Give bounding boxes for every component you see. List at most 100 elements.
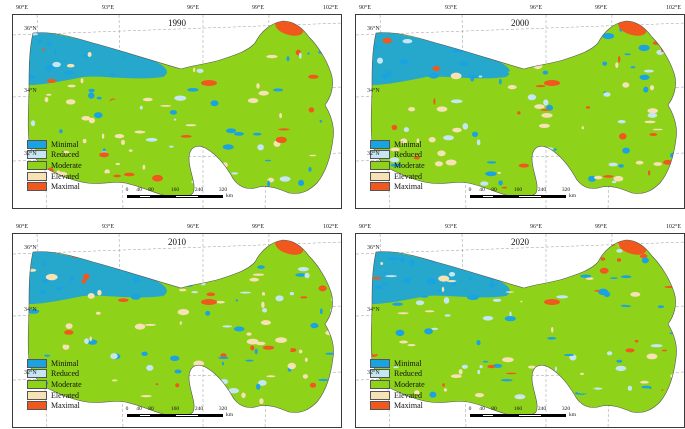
scale-tick-label: 0 [468, 187, 472, 193]
land-patch [602, 33, 615, 40]
land-patch [389, 157, 400, 163]
land-patch [196, 68, 204, 73]
land-patch [213, 162, 217, 170]
land-patch [308, 374, 315, 377]
latitude-tick-label: 32°N [367, 151, 380, 157]
land-patch [97, 289, 102, 296]
land-patch [233, 97, 245, 101]
land-patch [100, 366, 106, 369]
land-patch [637, 331, 649, 335]
land-patch [603, 92, 611, 97]
land-patch [581, 316, 586, 321]
land-patch [289, 377, 297, 384]
legend-label: Maximal [51, 401, 80, 411]
land-patch [113, 174, 121, 178]
scale-unit-label: km [226, 193, 234, 199]
scale-segment [127, 414, 139, 417]
land-patch [67, 84, 76, 88]
land-patch [252, 132, 262, 136]
land-patch [87, 32, 90, 35]
land-patch [319, 140, 328, 147]
land-patch [617, 120, 626, 124]
land-patch [538, 123, 550, 128]
land-patch [299, 111, 311, 118]
land-patch [630, 66, 636, 69]
land-patch [93, 352, 99, 356]
legend-item: Moderate [27, 379, 82, 390]
land-patch [81, 279, 87, 284]
land-patch [83, 53, 88, 58]
land-patch [82, 410, 91, 416]
scale-tick-label: 240 [194, 406, 204, 412]
scale-segment [199, 414, 223, 417]
land-patch [400, 138, 408, 144]
land-patch [501, 139, 505, 145]
land-patch [319, 308, 323, 315]
legend-swatch [27, 369, 47, 379]
land-patch [560, 52, 566, 54]
land-patch [375, 335, 384, 339]
land-patch [616, 189, 623, 194]
scale-segment [482, 195, 494, 198]
legend-item: Minimal [27, 358, 82, 369]
land-patch [169, 145, 174, 148]
latitude-tick-label: 34°N [367, 88, 380, 94]
land-patch [256, 83, 260, 89]
map-panel-2010: 2010 Minimal Reduced Moderate Elevated Maxima… [12, 233, 342, 428]
scale-tick-label: 0 [125, 406, 129, 412]
land-patch [175, 383, 180, 388]
land-patch [664, 400, 675, 405]
land-patch [89, 336, 92, 342]
panel-year-title: 1990 [168, 18, 186, 28]
scale-tick-label: 320 [218, 187, 228, 193]
land-patch [239, 390, 248, 393]
land-patch [476, 340, 481, 346]
latitude-tick-label: 32°N [24, 370, 37, 376]
land-patch [172, 273, 175, 277]
land-patch [555, 366, 557, 372]
land-patch [28, 309, 40, 314]
land-patch [639, 74, 650, 80]
legend-swatch [370, 379, 390, 389]
land-patch [224, 45, 228, 50]
land-patch [318, 50, 324, 54]
land-patch [393, 366, 399, 369]
land-patch [93, 368, 101, 373]
land-patch [259, 295, 268, 299]
land-patch [525, 310, 533, 315]
scale-tick-label: 80 [491, 187, 497, 193]
land-patch [649, 85, 655, 91]
land-patch [616, 249, 623, 253]
legend-label: Reduced [51, 369, 79, 379]
land-patch [472, 131, 478, 138]
land-patch [313, 123, 320, 125]
land-patch [614, 392, 625, 395]
land-patch [139, 105, 143, 110]
legend-label: Moderate [394, 379, 425, 389]
land-patch [588, 175, 596, 182]
scale-segment [175, 195, 199, 198]
legend-label: Elevated [51, 171, 79, 181]
land-patch [444, 340, 453, 343]
land-patch [54, 48, 57, 55]
land-patch [102, 326, 113, 332]
land-patch [112, 37, 118, 41]
land-patch [262, 345, 275, 350]
legend-item: Reduced [27, 150, 82, 161]
land-patch [188, 259, 192, 262]
land-patch [185, 170, 191, 176]
land-patch [134, 323, 146, 330]
land-patch [499, 185, 502, 188]
land-patch [279, 112, 282, 119]
longitude-tick-label: 102°E [666, 224, 682, 230]
land-patch [323, 51, 331, 54]
land-patch [28, 74, 36, 80]
scale-segment [542, 414, 566, 417]
land-patch [140, 129, 152, 132]
land-patch [482, 360, 489, 363]
land-patch [591, 68, 597, 74]
land-patch [563, 354, 575, 356]
land-patch [243, 255, 256, 258]
scale-segment [175, 414, 199, 417]
scale-segment [199, 195, 223, 198]
